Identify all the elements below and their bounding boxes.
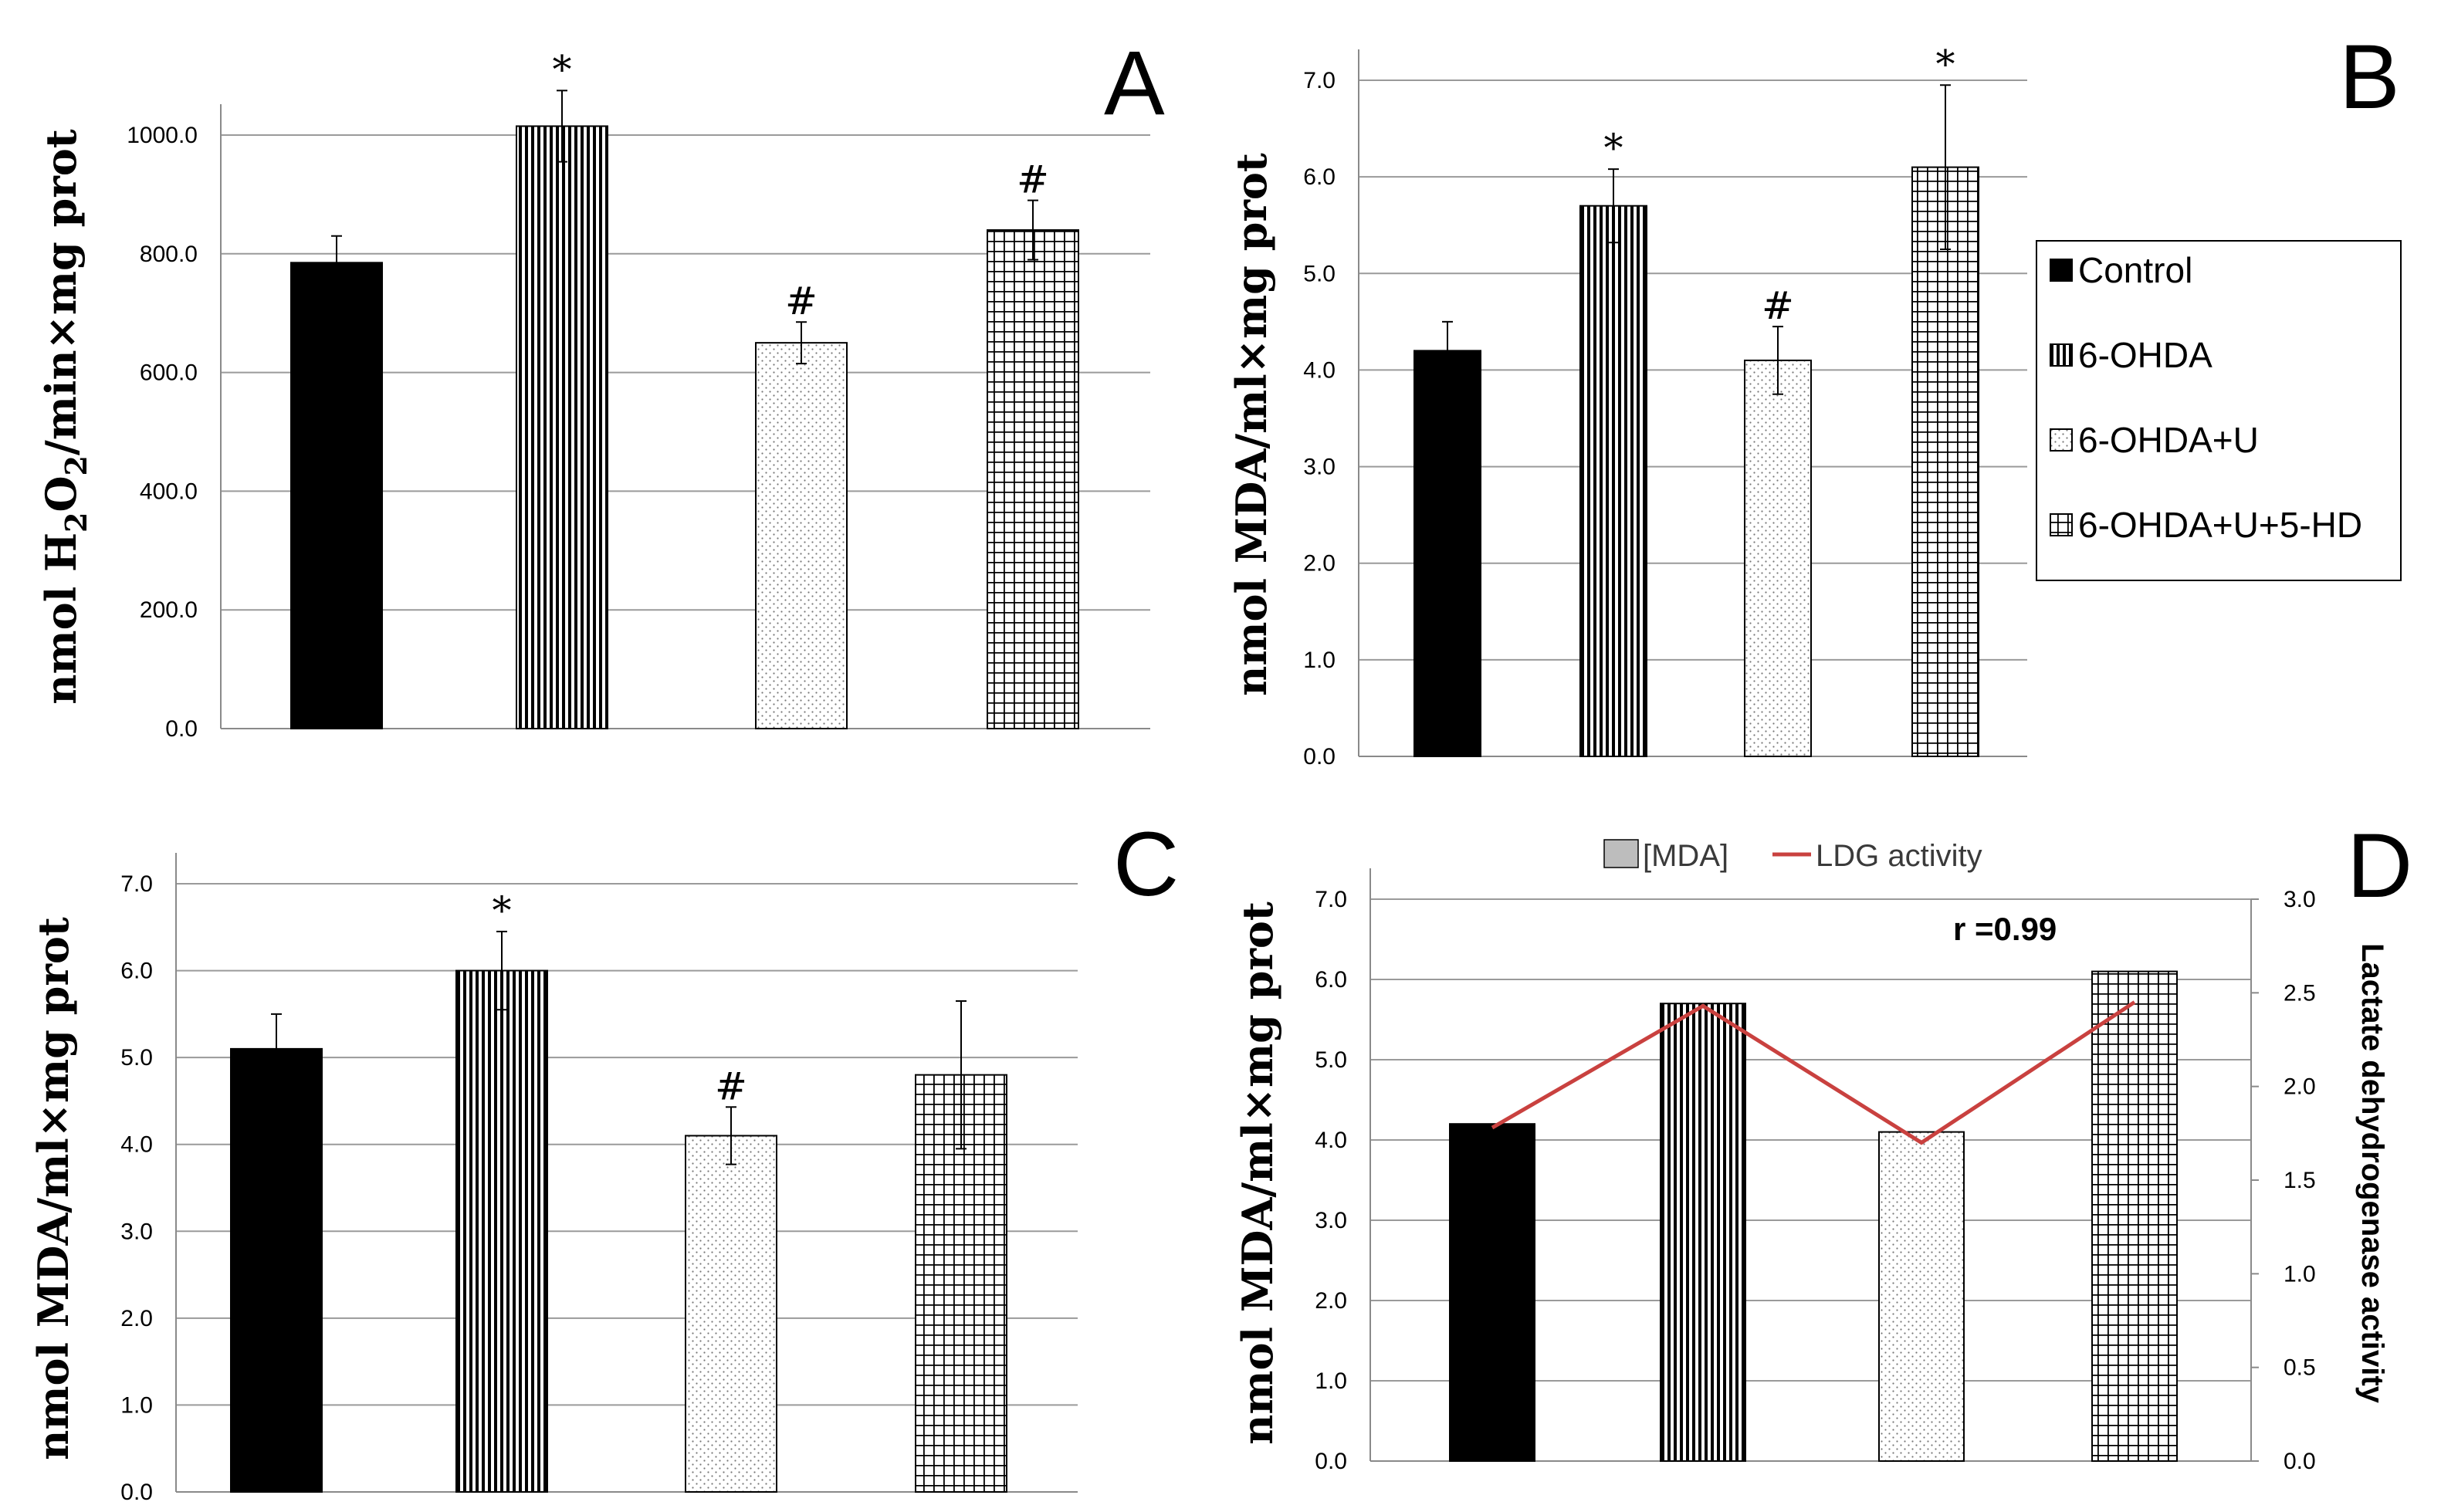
panel-a: * # # 0.0 200.0 400.0 600.0 800.0 1000.0 A nmol… xyxy=(36,32,1165,742)
panel-d-bar-dots xyxy=(1878,1131,1965,1462)
panel-c: *# 0.01.02.03.04.05.06.07.0 C nmol MDA/m… xyxy=(29,814,1179,1505)
panel-c-tick-label: 5.0 xyxy=(120,1045,153,1071)
panel-c-bar-dots xyxy=(685,1135,777,1493)
panel-a-bar-solid xyxy=(290,262,383,729)
panel-b-tick-label: 1.0 xyxy=(1303,648,1336,673)
panel-c-bars: *# xyxy=(230,888,1007,1493)
panel-a-tick-label: 800.0 xyxy=(140,242,198,267)
panel-d-tick-label: 5.0 xyxy=(1315,1047,1347,1073)
panel-b-tick-label: 5.0 xyxy=(1303,261,1336,286)
legend-swatch-grid xyxy=(2050,513,2073,536)
panel-c-tick-label: 2.0 xyxy=(120,1306,153,1331)
panel-d-tick-label: 2.0 xyxy=(1315,1288,1347,1314)
panel-d-letter: D xyxy=(2347,815,2412,917)
panel-c-tick-label: 3.0 xyxy=(120,1219,153,1244)
panel-d-tick-label: 0.0 xyxy=(1315,1449,1347,1474)
panel-b-bar-vert xyxy=(1579,205,1647,757)
panel-d-tick-label: 4.0 xyxy=(1315,1128,1347,1153)
panel-a-bars: * # # xyxy=(290,47,1079,730)
panel-a-bar-vert xyxy=(516,125,608,729)
panel-b-ticks: 0.0 1.0 2.0 3.0 4.0 5.0 6.0 7.0 xyxy=(1303,68,1336,770)
legend-swatch-vert xyxy=(2050,343,2073,367)
panel-d-bar-solid xyxy=(1449,1123,1535,1462)
panel-d-y2-tick-label: 1.0 xyxy=(2284,1261,2316,1287)
panel-d-y2-tick-label: 1.5 xyxy=(2284,1168,2316,1193)
panel-c-tick-label: 7.0 xyxy=(120,871,153,897)
panel-d: 0.0 1.0 2.0 3.0 4.0 5.0 6.0 7.0 0.0 0.5 1.0 1.5 2.0 2… xyxy=(1233,815,2412,1474)
panel-d-right-axis-label: Lactate dehydrogenase activity xyxy=(2355,943,2389,1404)
panel-b-bar-dots xyxy=(1744,359,1812,757)
panel-b-tick-label: 6.0 xyxy=(1303,164,1336,190)
panel-c-bar-vert xyxy=(455,969,548,1493)
panel-d-tick-label: 3.0 xyxy=(1315,1208,1347,1233)
panel-a-significance-marker: * xyxy=(553,47,572,92)
panel-d-y2-tick-label: 0.0 xyxy=(2284,1449,2316,1474)
panel-a-significance-marker: # xyxy=(785,279,818,323)
panel-b-tick-label: 4.0 xyxy=(1303,357,1336,383)
panel-a-bar-dots xyxy=(755,342,848,729)
panel-a-tick-label: 200.0 xyxy=(140,597,198,623)
panel-c-significance-marker: # xyxy=(715,1064,747,1108)
panel-c-bar-solid xyxy=(230,1047,323,1493)
legend-label: Control xyxy=(2078,250,2192,290)
group-legend: Control 6-OHDA 6-OHDA+U 6-OHDA+U+5-HD xyxy=(2036,240,2402,581)
panel-c-tick-label: 1.0 xyxy=(120,1392,153,1418)
panel-d-legend-bar-label: [MDA] xyxy=(1643,839,1728,873)
panel-b-tick-label: 0.0 xyxy=(1303,744,1336,770)
panel-d-line xyxy=(1491,1000,2136,1145)
panel-d-bar-vert xyxy=(1660,1003,1746,1462)
panel-c-tick-label: 6.0 xyxy=(120,959,153,984)
panel-a-y-axis-label: nmol H2O2/min×mg prot xyxy=(36,129,93,705)
panel-a-significance-marker: # xyxy=(1017,157,1049,202)
panel-d-ldg-activity-line xyxy=(1491,1000,2136,1145)
panel-d-tick-label: 7.0 xyxy=(1315,887,1347,912)
panel-a-tick-label: 1000.0 xyxy=(127,123,198,148)
panel-c-tick-label: 0.0 xyxy=(120,1480,153,1505)
legend-label: 6-OHDA+U+5-HD xyxy=(2078,505,2362,545)
panel-d-legend-line-label: LDG activity xyxy=(1816,839,1982,873)
panel-b-significance-marker: * xyxy=(1936,42,1955,86)
panel-c-tick-label: 4.0 xyxy=(120,1132,153,1158)
panel-b-bars: * # * xyxy=(1413,42,1979,757)
panel-a-bar-grid xyxy=(987,229,1079,730)
panel-b-y-axis-label: nmol MDA/ml×mg prot xyxy=(1227,153,1276,696)
panel-c-y-axis-label: nmol MDA/ml×mg prot xyxy=(29,917,78,1460)
panel-b-tick-label: 2.0 xyxy=(1303,551,1336,577)
panel-d-y-axis-label: nmol MDA/ml×mg prot xyxy=(1233,901,1282,1445)
legend-label: 6-OHDA xyxy=(2078,335,2212,375)
panel-d-correlation: r =0.99 xyxy=(1953,911,2057,947)
panel-b-tick-label: 7.0 xyxy=(1303,68,1336,93)
panel-a-tick-label: 0.0 xyxy=(165,716,198,742)
panel-d-tick-label: 1.0 xyxy=(1315,1368,1347,1394)
legend-swatch-solid xyxy=(2050,259,2073,282)
panel-d-legend-bar-swatch xyxy=(1603,839,1639,868)
panel-d-bar-grid xyxy=(2091,970,2178,1462)
panel-d-y2-tick-label: 0.5 xyxy=(2284,1355,2316,1381)
panel-b-bar-grid xyxy=(1911,166,1979,757)
panel-c-ticks: 0.0 1.0 2.0 3.0 4.0 5.0 6.0 7.0 xyxy=(120,871,153,1505)
panel-a-ticks: 0.0 200.0 400.0 600.0 800.0 1000.0 xyxy=(127,123,198,742)
panel-d-y2-tick-label: 2.5 xyxy=(2284,980,2316,1006)
panel-b-bar-solid xyxy=(1413,350,1481,757)
panel-a-tick-label: 400.0 xyxy=(140,479,198,504)
panel-d-y2-tick-label: 3.0 xyxy=(2284,887,2316,912)
panel-b-tick-label: 3.0 xyxy=(1303,455,1336,480)
group-legend-items: Control 6-OHDA 6-OHDA+U 6-OHDA+U+5-HD xyxy=(2050,250,2362,545)
panel-b-significance-marker: # xyxy=(1762,283,1794,328)
legend-swatch-dots xyxy=(2050,428,2073,452)
panel-c-significance-marker: * xyxy=(493,888,512,933)
panel-a-tick-label: 600.0 xyxy=(140,360,198,386)
panel-d-bars xyxy=(1449,970,2178,1462)
panel-a-letter: A xyxy=(1104,32,1165,134)
panel-b-letter: B xyxy=(2339,26,2400,128)
panel-d-tick-label: 6.0 xyxy=(1315,967,1347,993)
panel-b: * # * 0.0 1.0 2.0 3.0 4.0 5.0 6.0 7.0 B nmol MDA/… xyxy=(1227,26,2400,770)
panel-d-ticks: 0.0 1.0 2.0 3.0 4.0 5.0 6.0 7.0 0.0 0.5 1.0 1.5 2.0 2… xyxy=(1315,887,2315,1474)
panel-b-significance-marker: * xyxy=(1604,126,1623,171)
group-legend-frame xyxy=(2036,240,2402,581)
panel-d-y2-tick-label: 2.0 xyxy=(2284,1074,2316,1100)
panel-c-letter: C xyxy=(1113,814,1179,915)
legend-label: 6-OHDA+U xyxy=(2078,420,2259,460)
